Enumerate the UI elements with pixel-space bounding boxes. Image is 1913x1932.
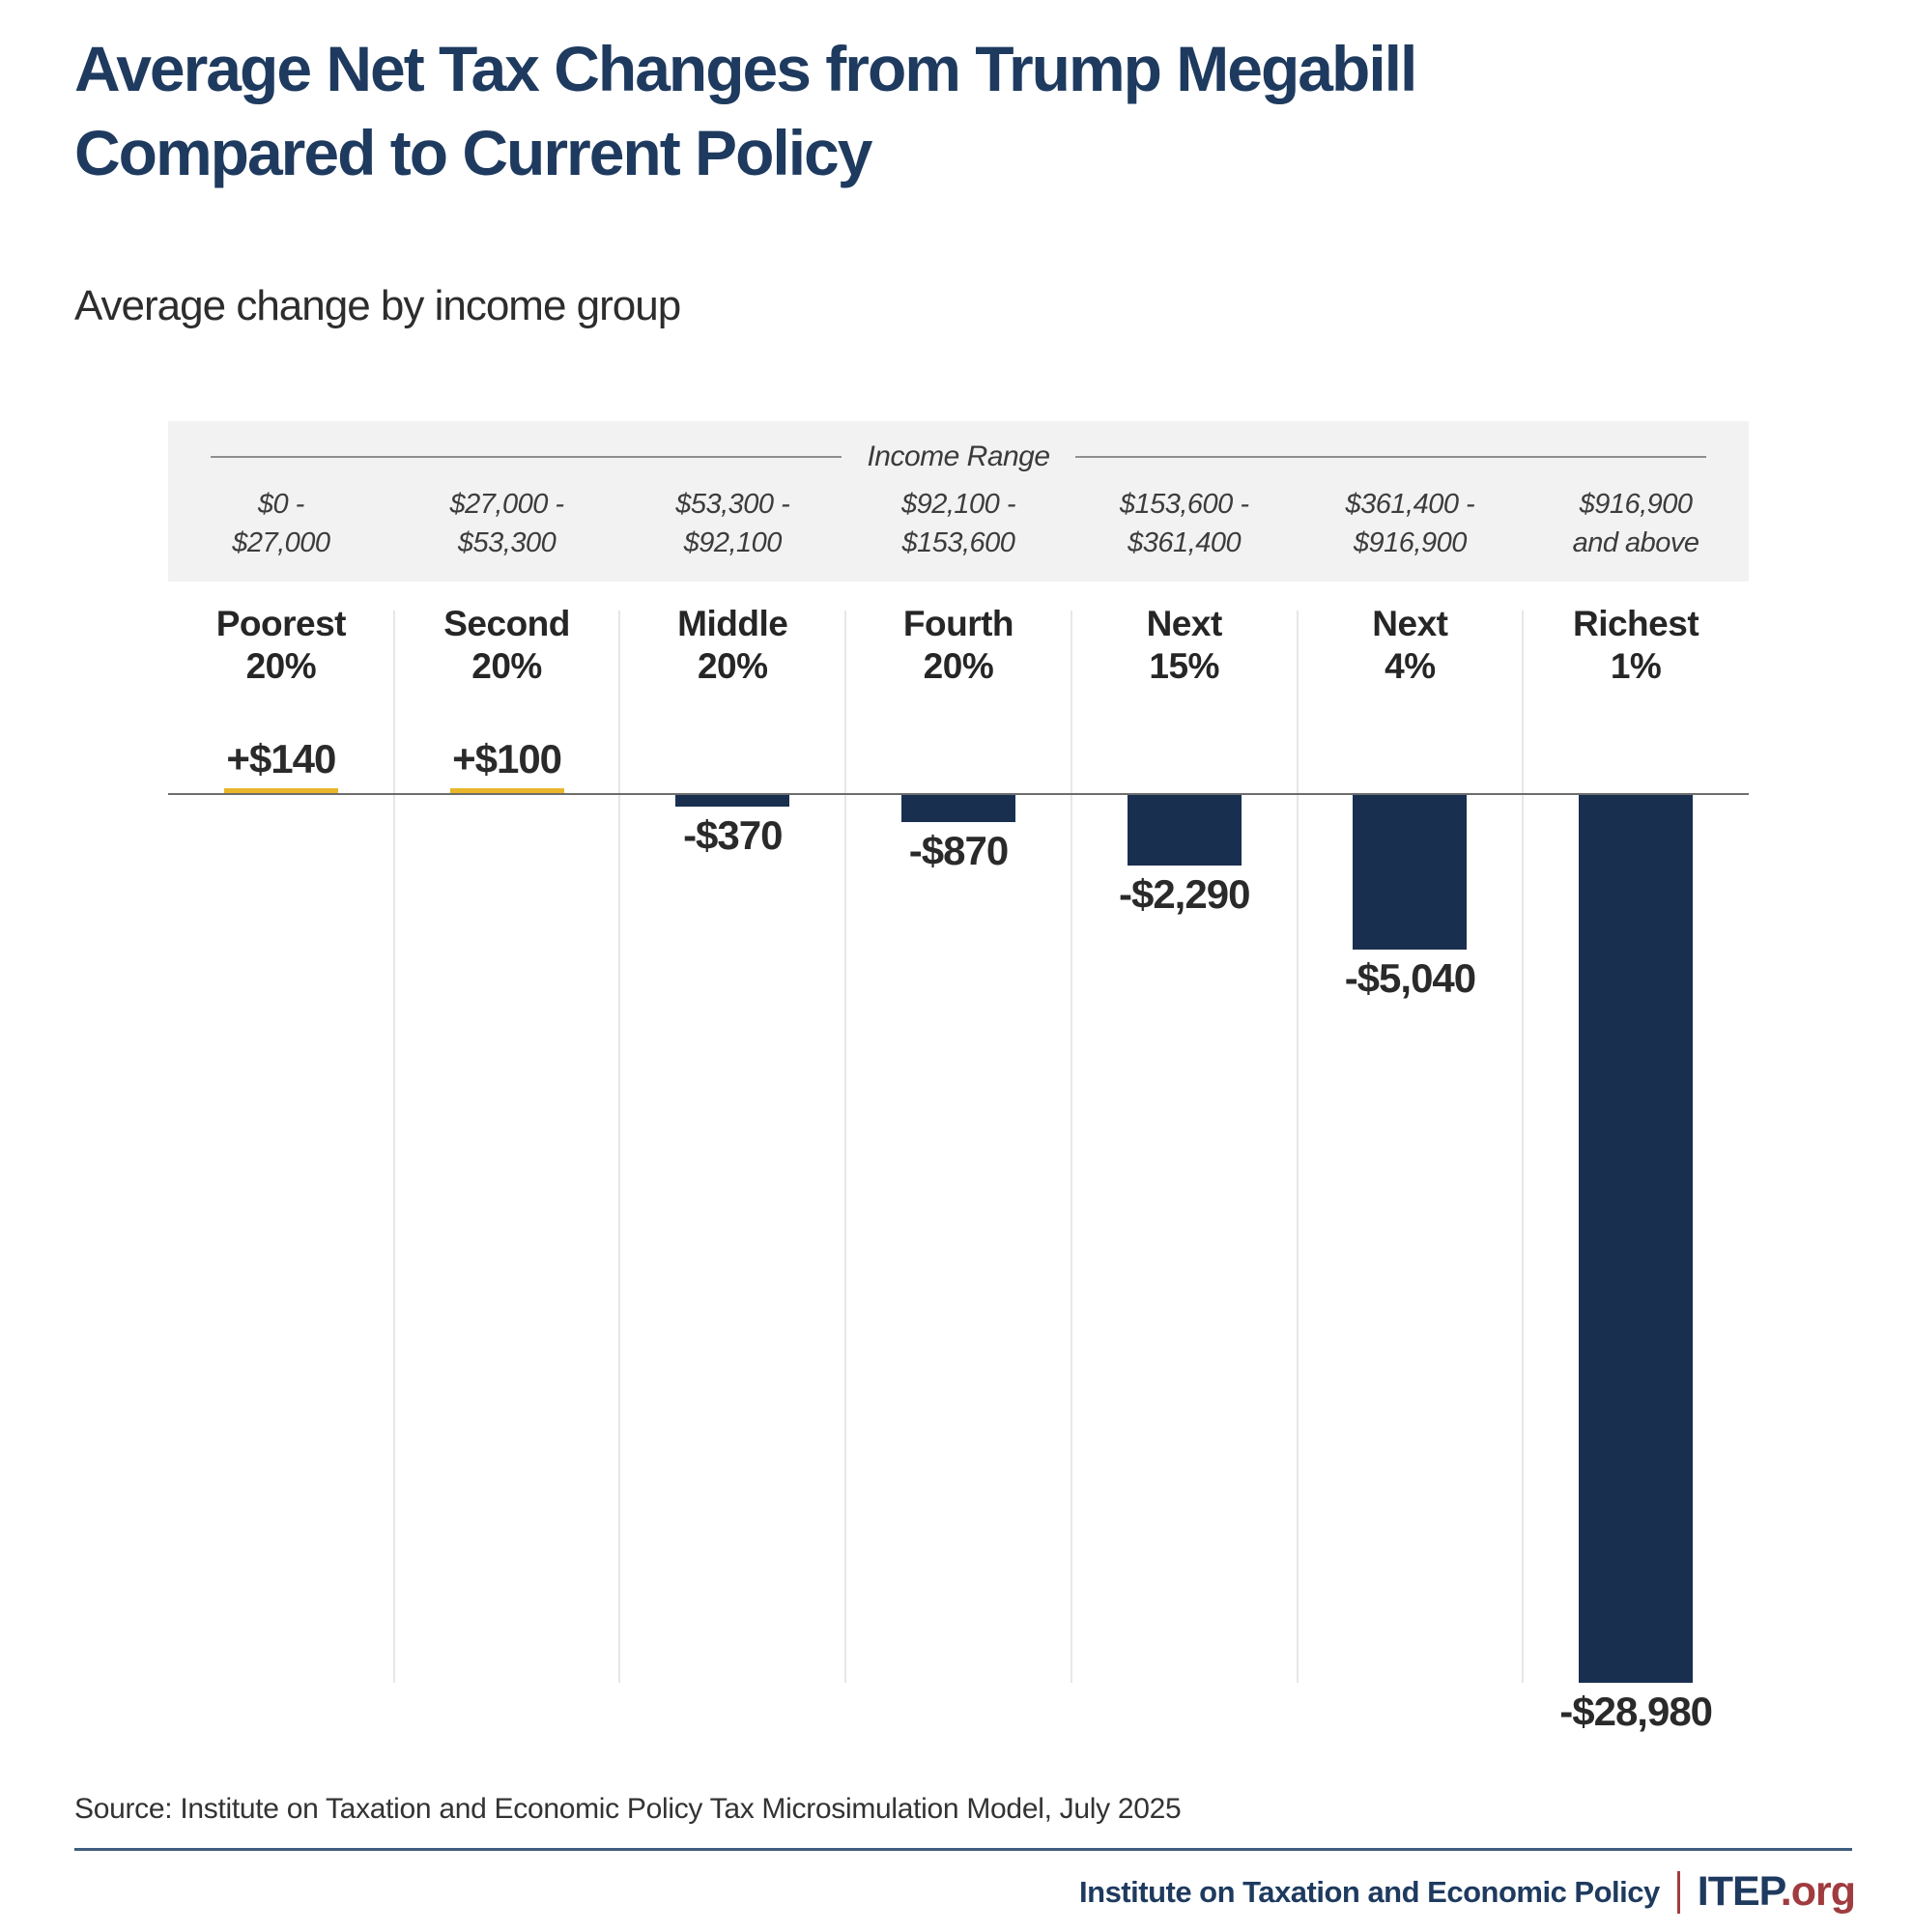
bar-0	[223, 788, 338, 793]
group-label-4: Next 15%	[1146, 604, 1223, 686]
income-range-label: $53,300 - $92,100	[675, 489, 790, 558]
bar-5	[1353, 795, 1468, 950]
group-labels-row: Poorest 20% Second 20% Middle 20% Fourth 20% Nex…	[168, 603, 1749, 688]
bar-1	[449, 788, 564, 793]
column-separator	[1522, 611, 1525, 1683]
bar-6	[1579, 795, 1694, 1683]
column-separator	[844, 611, 847, 1683]
value-label-5: -$5,040	[1344, 955, 1476, 1001]
chart-subtitle: Average change by income group	[74, 282, 681, 329]
bar-chart: Income Range $0 - $27,000 $27,000 - $53,300…	[168, 421, 1749, 1764]
group-label-5: Next 4%	[1372, 604, 1448, 686]
column-separator	[1296, 611, 1299, 1683]
footer-org-name: Institute on Taxation and Economic Polic…	[1079, 1874, 1660, 1909]
bar-4	[1127, 795, 1242, 866]
income-range-band: Income Range $0 - $27,000 $27,000 - $53,300…	[168, 421, 1749, 582]
income-range-label: $0 - $27,000	[232, 489, 330, 558]
group-label-3: Fourth 20%	[902, 604, 1014, 686]
footer-logo-divider	[1676, 1870, 1680, 1914]
value-label-3: -$870	[908, 828, 1009, 873]
column-separator	[1070, 611, 1072, 1683]
group-label-2: Middle 20%	[677, 604, 788, 686]
itep-logo-text: ITEP	[1697, 1868, 1782, 1915]
value-label-2: -$370	[683, 812, 783, 858]
group-label-1: Second 20%	[443, 604, 570, 686]
footer-branding: Institute on Taxation and Economic Polic…	[1079, 1868, 1856, 1916]
bar-2	[675, 795, 790, 807]
income-range-label: $153,600 - $361,400	[1119, 489, 1249, 558]
income-range-title: Income Range	[867, 440, 1050, 472]
bar-3	[901, 795, 1015, 822]
income-range-label: $92,100 - $153,600	[900, 489, 1016, 558]
value-label-0: +$140	[226, 736, 336, 781]
income-ranges-row: $0 - $27,000 $27,000 - $53,300 $53,300 - $92,…	[168, 485, 1749, 562]
header-rule-left	[211, 456, 842, 458]
group-label-0: Poorest 20%	[215, 604, 347, 686]
itep-logo-suffix: .org	[1780, 1868, 1856, 1915]
itep-logo: ITEP.org	[1697, 1868, 1856, 1916]
column-separator	[618, 611, 621, 1683]
value-label-1: +$100	[452, 736, 562, 781]
group-label-6: Richest 1%	[1572, 604, 1699, 686]
page-title: Average Net Tax Changes from Trump Megab…	[74, 27, 1417, 195]
page-title-line-1: Average Net Tax Changes from Trump Megab…	[74, 33, 1417, 104]
footer-divider-line	[74, 1848, 1852, 1851]
header-rule-right	[1074, 456, 1706, 458]
income-range-label: $27,000 - $53,300	[449, 489, 565, 558]
income-range-label: $916,900 and above	[1572, 489, 1699, 558]
column-separator	[392, 611, 395, 1683]
income-range-label: $361,400 - $916,900	[1345, 489, 1475, 558]
value-label-6: -$28,980	[1559, 1689, 1713, 1734]
zero-axis-line	[168, 793, 1749, 795]
income-range-header: Income Range	[168, 440, 1749, 473]
source-note: Source: Institute on Taxation and Econom…	[74, 1793, 1182, 1825]
value-label-4: -$2,290	[1118, 871, 1250, 917]
page-title-line-2: Compared to Current Policy	[74, 117, 872, 188]
